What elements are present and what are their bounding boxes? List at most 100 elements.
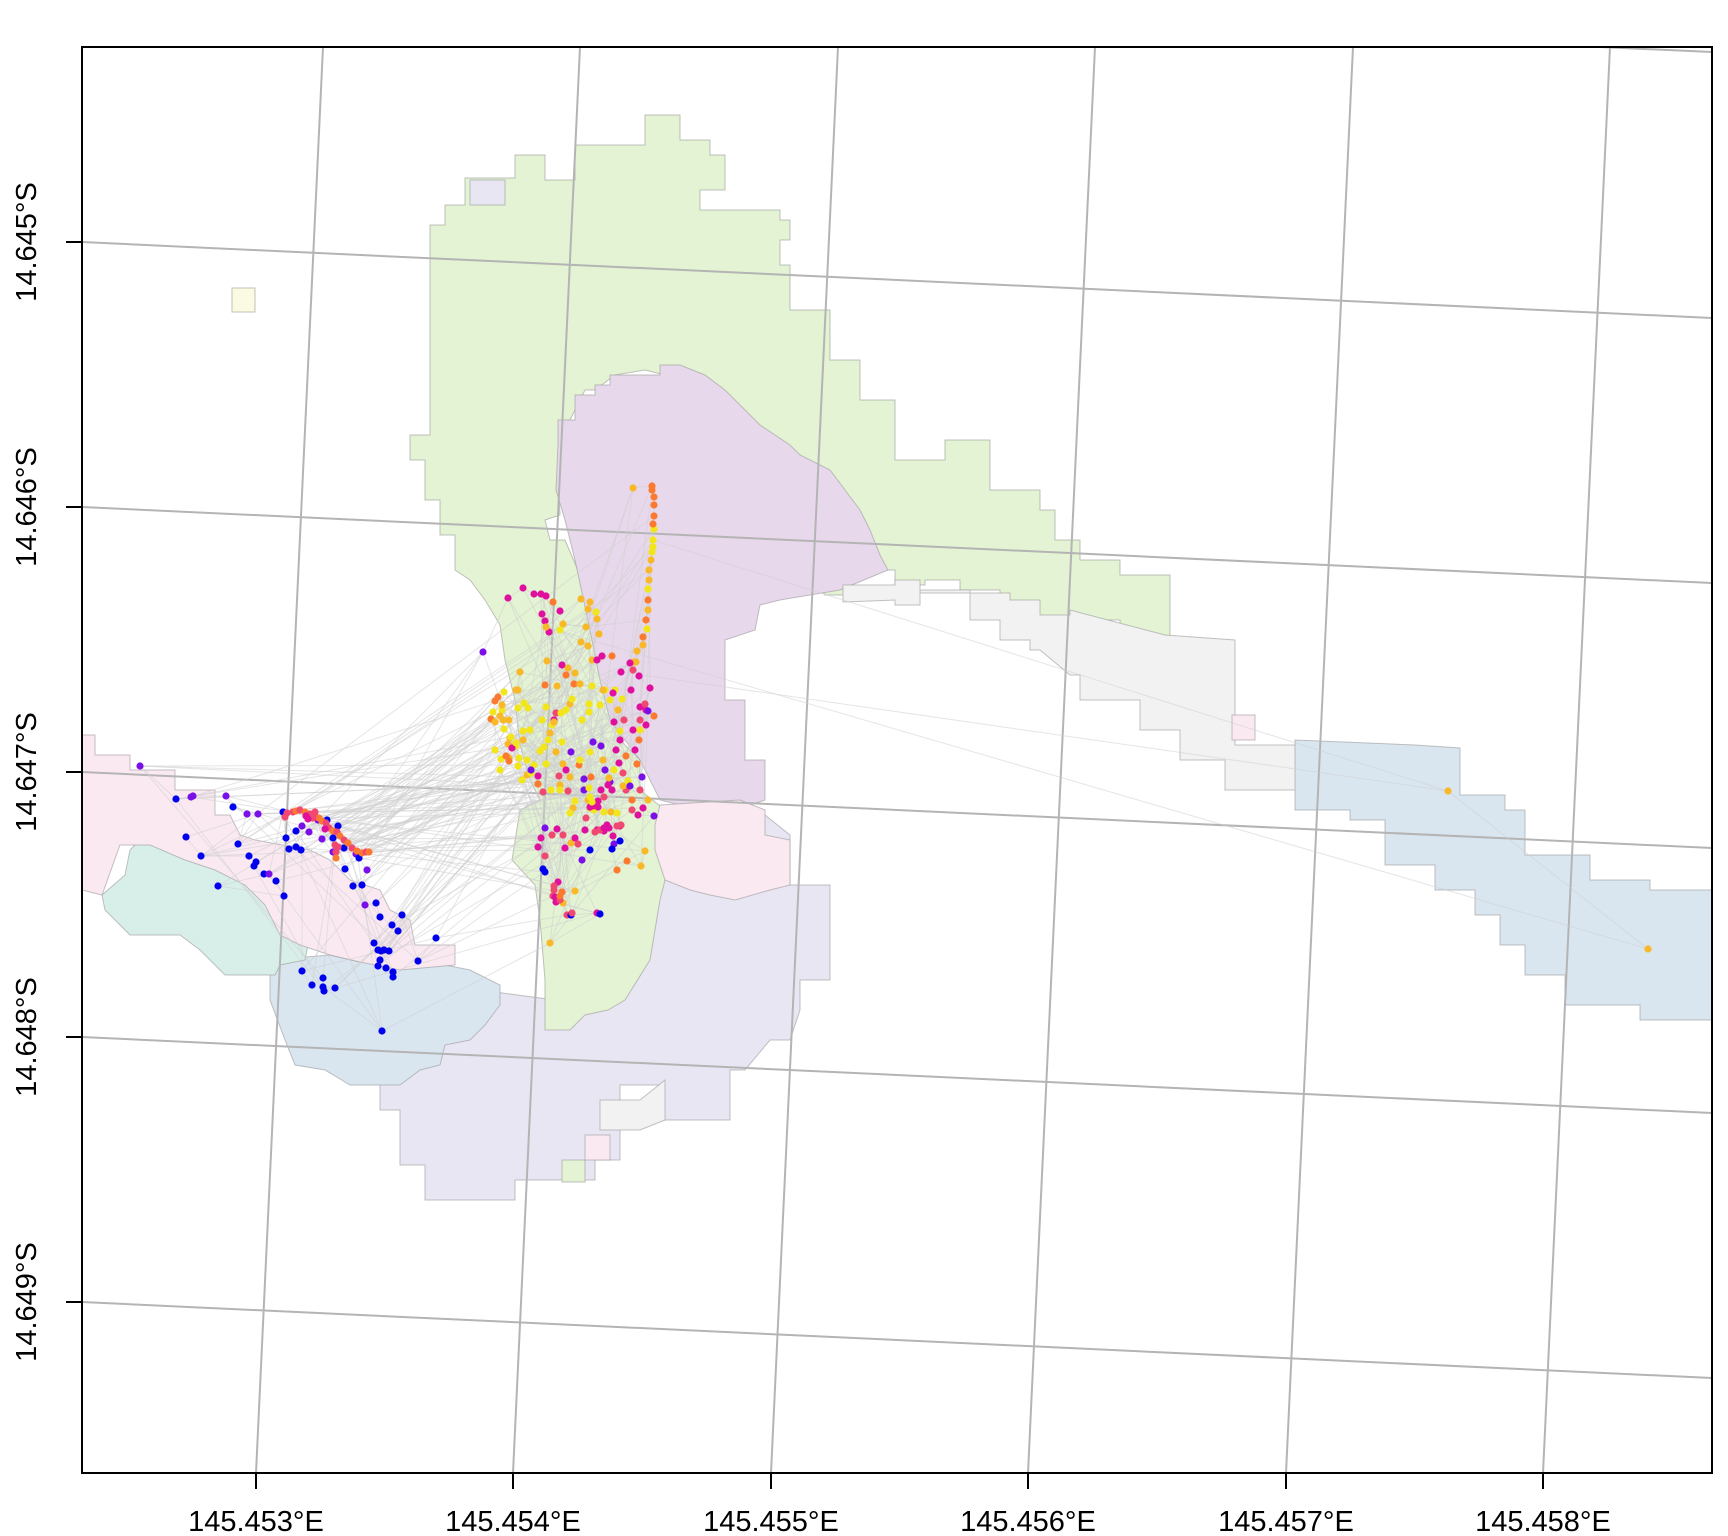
track-segment [139, 765, 324, 979]
location-point [376, 913, 384, 921]
location-point [556, 786, 564, 794]
location-point [615, 759, 623, 767]
location-point [642, 721, 650, 729]
track-segment [351, 696, 499, 849]
location-point [584, 605, 592, 613]
location-point [649, 543, 657, 551]
track-segment [237, 813, 248, 845]
track-segment [337, 689, 604, 848]
location-point [414, 957, 422, 965]
location-point [370, 939, 378, 947]
location-point [549, 598, 557, 606]
meridian-145.453 [255, 47, 324, 1473]
location-point [649, 520, 657, 528]
location-point [496, 766, 504, 774]
location-point [571, 887, 579, 895]
x-tick-label: 145.453°E [188, 1506, 324, 1536]
location-point [500, 688, 508, 696]
track-segment [546, 660, 634, 731]
location-point [571, 834, 579, 842]
track-segment [200, 789, 602, 857]
location-point [644, 585, 652, 593]
location-point [608, 652, 616, 660]
track-segment [559, 629, 614, 694]
location-point [388, 921, 396, 929]
location-point [628, 796, 636, 804]
location-point [250, 862, 258, 870]
parallel-14.646 [82, 506, 1712, 584]
location-point [553, 825, 561, 833]
location-point [644, 796, 652, 804]
track-segment [328, 715, 655, 829]
location-point [593, 656, 601, 664]
location-point [516, 668, 524, 676]
location-point [358, 881, 366, 889]
track-segment [190, 684, 546, 798]
location-point [589, 738, 597, 746]
location-point [265, 870, 273, 878]
location-point [562, 671, 570, 679]
track-segment [417, 937, 437, 962]
location-point [622, 752, 630, 760]
y-tick-label: 14.645°S [11, 182, 43, 302]
track-segment [571, 815, 655, 914]
track-segment [499, 769, 563, 893]
location-point [505, 716, 513, 724]
location-point [559, 620, 567, 628]
location-point [585, 708, 593, 716]
location-point [537, 834, 545, 842]
track-segment [361, 683, 575, 886]
location-point [568, 695, 576, 703]
location-point [498, 706, 506, 714]
location-point [626, 782, 634, 790]
location-point [639, 641, 647, 649]
location-point [538, 610, 546, 618]
location-point [519, 727, 527, 735]
track-segment [501, 689, 604, 706]
location-point [332, 848, 340, 856]
location-point [578, 716, 586, 724]
track-segment [332, 633, 600, 853]
track-segment [295, 611, 597, 812]
zone-cream [231, 287, 256, 313]
location-point [592, 608, 600, 616]
location-point [584, 642, 592, 650]
track-segment [185, 836, 202, 857]
track-segment [323, 930, 399, 992]
location-point [491, 718, 499, 726]
location-point [600, 808, 608, 816]
track-segment [323, 912, 598, 992]
location-point [610, 718, 618, 726]
track-segment [337, 779, 523, 827]
location-point [650, 512, 658, 520]
location-point [609, 689, 617, 697]
location-point [556, 607, 564, 615]
meridian-145.456 [1027, 47, 1096, 1473]
track-segment [355, 827, 610, 855]
zone-lavender-north [469, 179, 506, 206]
location-point [541, 617, 549, 625]
location-point [567, 839, 575, 847]
track-segment [592, 628, 648, 807]
location-point [644, 596, 652, 604]
location-point [639, 804, 647, 812]
location-point [646, 684, 654, 692]
location-point [566, 773, 574, 781]
location-point [491, 746, 499, 754]
location-point [623, 857, 631, 865]
track-segment [517, 751, 557, 767]
location-point [598, 652, 606, 660]
zone-grey-east [842, 579, 1301, 791]
track-segment [175, 776, 643, 800]
track-segment [559, 692, 614, 897]
location-point [619, 769, 627, 777]
location-point [556, 892, 564, 900]
location-point [524, 704, 532, 712]
location-point [649, 536, 657, 544]
track-segment [275, 789, 641, 882]
location-point [329, 834, 337, 842]
meridian-145.458 [1542, 47, 1611, 1473]
track-segment [343, 685, 593, 849]
location-point [557, 709, 565, 717]
